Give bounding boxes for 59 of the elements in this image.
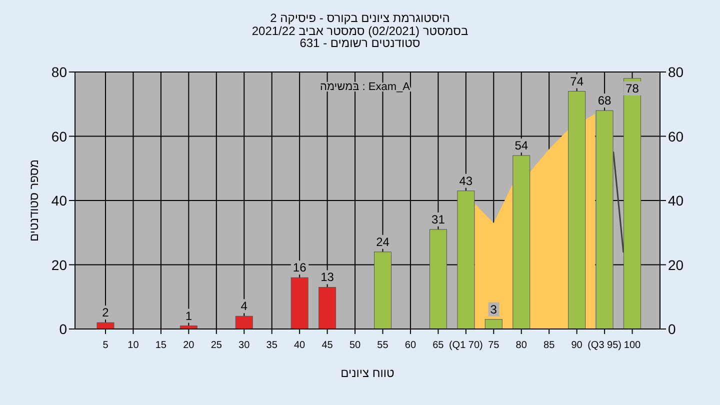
bar [457,190,475,330]
x-tick-label: (Q1 70) [448,340,483,351]
y2-tick-label: 0 [668,321,676,337]
x-tick-label: 20 [183,340,195,351]
x-tick-label: 80 [516,340,528,351]
y2-tick-label: 40 [668,192,684,208]
data-label: 1 [185,308,192,323]
x-tick-label: 90 [571,340,583,351]
y-tick-label: 0 [59,321,68,337]
data-label: 43 [459,174,473,188]
chart-title: היסטוגרמת ציונים בקורס - פיסיקה 2 [270,11,450,25]
text: בסמסטר (02/2021) סמסטר אביב 2021/22 [252,24,468,38]
x-tick-label: 10 [128,340,140,351]
y2-tick-label: 60 [668,128,684,144]
y-tick-label: 60 [51,128,68,144]
data-label: 2 [102,306,110,320]
bar [484,319,502,330]
x-tick-label: (Q3 95) [588,340,622,351]
y-tick-label: 20 [51,256,68,273]
y2-tick-label: 80 [668,64,684,80]
x-tick-label: 15 [155,340,167,351]
y-axis-title: מספר סטודנטים [27,159,41,242]
data-label: 4 [240,299,248,314]
bar [624,78,642,330]
data-label: 16 [292,260,307,275]
text: סטודנטים רשומים - 631 [300,36,420,50]
bar [374,252,392,330]
bar [596,110,614,330]
data-label: 54 [514,138,528,153]
x-tick-label: 100 [624,340,642,351]
data-label: 78 [626,81,640,96]
bar [290,277,308,330]
x-tick-label: 45 [322,340,334,351]
x-tick-label: 50 [349,340,362,351]
y2-tick-label: 20 [668,256,684,273]
data-label: 74 [570,74,584,88]
bar [512,155,530,330]
x-axis-title: טווח ציונים [340,366,395,380]
x-tick-label: 40 [294,340,306,351]
bar [568,91,586,330]
bar [318,286,336,330]
x-tick-label: 55 [377,340,389,351]
x-tick-label: 85 [544,340,556,351]
y-tick-label: 40 [51,192,68,208]
x-tick-label: 60 [404,340,416,351]
x-tick-label: 35 [266,340,278,351]
x-tick-label: 65 [432,340,444,351]
y-tick-label: 80 [51,64,68,80]
x-tick-label: 5 [102,340,109,351]
x-tick-label: 25 [210,340,222,351]
x-tick-label: 30 [238,340,250,351]
data-label: 13 [320,270,334,284]
data-label: 3 [490,302,498,316]
data-label: 24 [376,234,390,249]
data-label: 31 [432,212,446,226]
bar [235,316,253,330]
x-tick-label: 75 [488,340,500,351]
data-label: 68 [598,94,612,108]
bar [429,229,447,330]
